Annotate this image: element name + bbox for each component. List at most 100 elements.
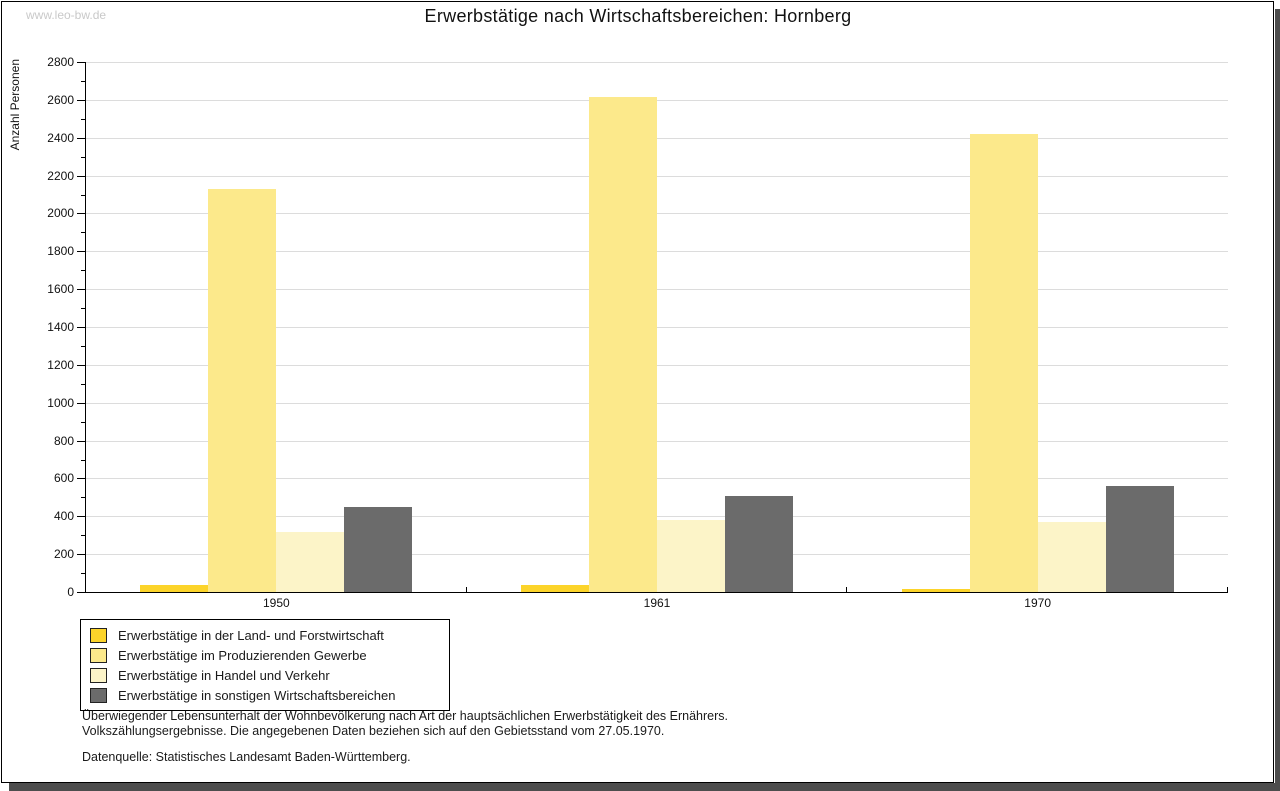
drop-shadow-right [1275, 9, 1280, 791]
bar-1950-series-3 [276, 532, 345, 592]
y-axis-minor-tick [81, 232, 85, 234]
gridline [86, 402, 1228, 404]
y-axis-tick-label: 600 [53, 471, 74, 486]
x-axis-tick [465, 587, 467, 592]
y-axis-tick-label: 1200 [47, 357, 74, 372]
y-axis-tick-label: 0 [67, 585, 74, 599]
y-axis-major-tick [77, 213, 85, 215]
y-axis-minor-tick [81, 308, 85, 310]
legend-item-3: Erwerbstätige in Handel und Verkehr [90, 665, 449, 685]
y-axis-minor-tick [81, 118, 85, 120]
y-axis-tick-label: 200 [53, 547, 74, 562]
y-axis-major-tick [77, 364, 85, 366]
x-axis-tick-label: 1961 [643, 596, 671, 610]
legend-swatch-icon [90, 647, 107, 663]
legend-item-1: Erwerbstätige in der Land- und Forstwirt… [90, 625, 449, 645]
gridline [86, 213, 1228, 215]
x-axis-tick [846, 587, 848, 592]
y-axis-major-tick [77, 137, 85, 139]
legend-label: Erwerbstätige in sonstigen Wirtschaftsbe… [118, 687, 396, 703]
watermark-url: www.leo-bw.de [26, 8, 107, 22]
y-axis-minor-tick [81, 497, 85, 499]
bar-1950-series-4 [344, 507, 413, 592]
legend-box: Erwerbstätige in der Land- und Forstwirt… [80, 619, 450, 711]
footnote-text: Überwiegender Lebensunterhalt der Wohnbe… [82, 709, 728, 738]
legend-swatch-icon [90, 667, 107, 683]
gridline [86, 478, 1228, 480]
y-axis-tick-label: 1400 [47, 320, 74, 334]
y-axis-major-tick [77, 440, 85, 442]
legend-label: Erwerbstätige in Handel und Verkehr [118, 667, 330, 683]
gridline [86, 99, 1228, 101]
chart-title: Erwerbstätige nach Wirtschaftsbereichen:… [424, 6, 852, 26]
legend-label: Erwerbstätige in der Land- und Forstwirt… [118, 627, 384, 643]
legend-swatch-icon [90, 687, 107, 703]
y-axis-minor-tick [81, 459, 85, 461]
y-axis-major-tick [77, 592, 85, 593]
x-axis-tick-label: 1970 [1024, 596, 1051, 610]
y-axis-major-tick [77, 478, 85, 480]
gridline [86, 62, 1228, 63]
y-axis-minor-tick [81, 421, 85, 423]
bar-1970-series-1 [901, 589, 970, 592]
gridline [86, 364, 1228, 366]
bar-1961-series-2 [589, 97, 657, 592]
y-axis-tick-label: 2600 [47, 92, 74, 107]
bar-1970-series-2 [969, 134, 1038, 592]
bar-1950-series-1 [140, 585, 209, 592]
bar-1950-series-2 [208, 189, 277, 592]
y-axis-major-tick [77, 175, 85, 177]
y-axis-tick-label: 1600 [47, 282, 74, 297]
gridline [86, 251, 1228, 253]
bar-1961-series-3 [657, 520, 725, 592]
bar-1970-series-4 [1105, 486, 1174, 592]
y-axis-major-tick [77, 62, 85, 63]
footnote-line-2: Volkszählungsergebnisse. Die angegebenen… [82, 723, 665, 738]
y-axis-tick-label: 2200 [47, 168, 74, 183]
y-axis-major-tick [77, 327, 85, 328]
gridline [86, 440, 1228, 442]
footnote-line-1: Überwiegender Lebensunterhalt der Wohnbe… [82, 709, 728, 723]
y-axis-tick-label: 800 [53, 433, 74, 448]
bar-1961-series-1 [521, 585, 589, 592]
legend-swatch-icon [90, 627, 107, 643]
bar-1970-series-3 [1037, 522, 1106, 592]
y-axis-minor-tick [81, 345, 85, 347]
data-source-text: Datenquelle: Statistisches Landesamt Bad… [82, 750, 411, 764]
bar-1961-series-4 [725, 496, 793, 592]
legend-label: Erwerbstätige im Produzierenden Gewerbe [118, 647, 367, 663]
y-axis-minor-tick [81, 270, 85, 272]
x-axis-tick [1227, 587, 1228, 592]
y-axis-title: Anzahl Personen [8, 59, 22, 151]
gridline [86, 137, 1228, 139]
gridline [86, 516, 1228, 518]
y-axis-major-tick [77, 554, 85, 556]
y-axis-minor-tick [81, 573, 85, 575]
plot-area: 0 200 400 600 800 1000 1200 1400 1600 1800 2000 220… [47, 55, 1228, 610]
y-axis-tick-label: 2800 [47, 55, 74, 69]
y-axis-tick-label: 400 [53, 509, 74, 524]
y-axis-major-tick [77, 251, 85, 253]
y-axis-major-tick [77, 289, 85, 291]
y-axis-minor-tick [81, 80, 85, 82]
y-axis-major-tick [77, 516, 85, 518]
y-axis-major-tick [77, 402, 85, 404]
legend-item-4: Erwerbstätige in sonstigen Wirtschaftsbe… [90, 685, 449, 705]
y-axis-tick-label: 1000 [47, 395, 74, 410]
y-axis-minor-tick [81, 194, 85, 196]
gridline [86, 175, 1228, 177]
gridline [86, 327, 1228, 328]
drop-shadow-bottom [9, 783, 1280, 791]
y-axis-minor-tick [81, 156, 85, 158]
y-axis-major-tick [77, 99, 85, 101]
x-axis-tick-label: 1950 [262, 596, 290, 610]
y-axis-tick-label: 1800 [47, 244, 74, 259]
gridline [86, 289, 1228, 291]
y-axis-tick-label: 2400 [47, 130, 74, 145]
legend-item-2: Erwerbstätige im Produzierenden Gewerbe [90, 645, 449, 665]
y-axis-minor-tick [81, 535, 85, 537]
y-axis-minor-tick [81, 383, 85, 385]
y-axis-tick-label: 2000 [47, 206, 74, 221]
